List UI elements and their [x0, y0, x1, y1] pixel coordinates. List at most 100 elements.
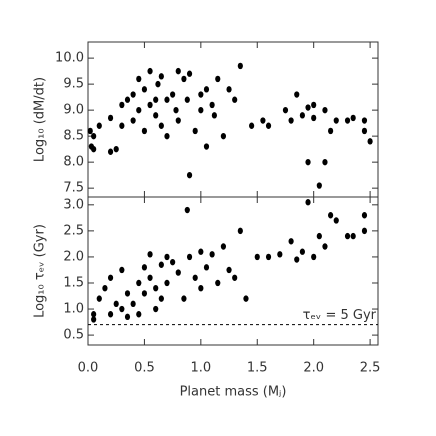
point: [344, 117, 351, 124]
point: [220, 243, 227, 250]
point: [265, 122, 272, 129]
point: [158, 122, 164, 129]
y-tick-label: 0.5: [63, 328, 84, 343]
x-tick-label: 1.0: [190, 361, 211, 376]
point: [243, 295, 249, 302]
point: [361, 127, 368, 135]
point: [198, 91, 204, 98]
point: [141, 86, 148, 93]
point: [237, 227, 243, 235]
point: [153, 96, 159, 103]
point: [87, 127, 93, 135]
point: [215, 75, 221, 83]
point: [294, 91, 300, 98]
point: [311, 101, 317, 109]
point: [294, 256, 300, 263]
point: [175, 269, 181, 276]
point: [232, 96, 238, 103]
point: [226, 86, 232, 93]
point: [203, 143, 210, 150]
point: [158, 73, 164, 80]
point: [192, 274, 198, 281]
point: [141, 127, 148, 135]
y-tick-label: 8.5: [63, 129, 84, 144]
point: [164, 132, 170, 140]
point: [192, 127, 198, 135]
point: [311, 114, 317, 122]
point: [203, 264, 210, 271]
point: [147, 67, 153, 75]
point: [113, 300, 119, 308]
point: [305, 104, 311, 111]
point: [361, 212, 368, 219]
point: [232, 274, 238, 281]
point: [305, 199, 311, 206]
point: [322, 158, 328, 166]
point: [198, 284, 204, 292]
y-tick-label: 2.0: [63, 249, 84, 264]
point: [220, 132, 227, 140]
y-tick-label: 10.0: [55, 51, 84, 66]
point: [153, 284, 159, 292]
point: [113, 145, 119, 153]
point: [226, 266, 232, 274]
point: [119, 266, 125, 274]
point: [186, 70, 193, 77]
x-tick-label: 0.0: [78, 361, 99, 376]
point: [102, 284, 108, 292]
y-axis-label: Log₁₀ τₑᵥ (Gyr): [33, 224, 48, 318]
point: [158, 261, 164, 268]
point: [181, 295, 187, 302]
x-tick-label: 1.5: [247, 361, 268, 376]
point: [333, 117, 339, 124]
point: [316, 232, 322, 240]
x-tick-label: 0.5: [134, 361, 155, 376]
annotation: τₑᵥ = 5 Gyr: [303, 308, 377, 323]
point: [237, 62, 243, 70]
point: [96, 295, 102, 302]
point: [158, 295, 164, 302]
point: [136, 279, 142, 287]
y-tick-label: 3.0: [63, 197, 84, 212]
point: [107, 148, 114, 155]
point: [198, 106, 204, 114]
y-tick-label: 7.5: [63, 181, 84, 196]
point: [130, 117, 136, 124]
point: [153, 305, 159, 313]
point: [344, 232, 351, 240]
point: [147, 101, 153, 109]
point: [136, 75, 142, 83]
point: [198, 248, 204, 255]
point: [153, 112, 159, 119]
point: [305, 158, 311, 166]
point: [164, 279, 170, 287]
point: [164, 253, 170, 261]
point: [124, 313, 131, 321]
point: [361, 117, 368, 124]
point: [141, 264, 148, 271]
point: [175, 117, 181, 124]
point: [107, 114, 114, 122]
point: [184, 96, 190, 103]
point: [91, 316, 97, 323]
point: [288, 238, 294, 245]
y-tick-label: 1.5: [63, 275, 84, 290]
point: [119, 122, 125, 129]
plot-frame: [87, 196, 379, 346]
point: [288, 117, 294, 124]
point: [164, 96, 170, 103]
point: [91, 132, 97, 140]
point: [299, 248, 305, 255]
point: [119, 101, 125, 109]
y-axis-label: Log₁₀ (dM/dt): [33, 77, 48, 162]
point: [265, 253, 272, 261]
point: [96, 122, 102, 129]
point: [361, 227, 368, 235]
point: [209, 251, 215, 258]
point: [328, 212, 334, 219]
point: [170, 258, 176, 266]
y-tick-label: 2.5: [63, 223, 84, 238]
point: [282, 106, 289, 114]
point: [107, 274, 114, 281]
point: [155, 80, 161, 88]
